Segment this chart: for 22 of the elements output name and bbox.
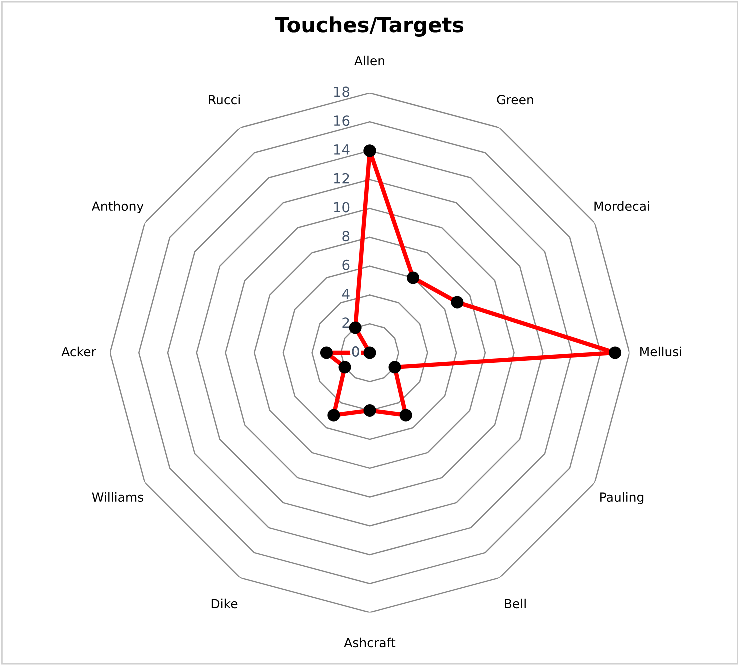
y-tick-label: 8 xyxy=(342,231,350,242)
y-tick-label: 12 xyxy=(334,173,350,184)
y-tick-label: 14 xyxy=(334,144,350,155)
spoke-label: Dike xyxy=(212,598,238,609)
y-tick-label: 10 xyxy=(334,202,350,213)
spoke-label: Acker xyxy=(62,346,96,357)
chart-title: Touches/Targets xyxy=(276,16,464,37)
y-tick-label: 6 xyxy=(342,260,350,270)
spoke-label: Williams xyxy=(92,492,144,502)
spoke-label: Ashcraft xyxy=(344,638,396,648)
spoke-label: Bell xyxy=(505,598,526,609)
y-tick-label: 2 xyxy=(342,318,350,328)
spoke-label: Green xyxy=(497,95,534,105)
y-tick-label: 18 xyxy=(334,86,350,98)
spoke-label: Pauling xyxy=(600,492,644,505)
spoke-label: Mellusi xyxy=(640,346,682,357)
y-tick-label: 4 xyxy=(342,288,350,300)
spoke-label: Anthony xyxy=(92,201,144,214)
spoke-label: Allen xyxy=(354,56,384,66)
y-tick-label: 16 xyxy=(334,116,350,126)
spoke-label: Rucci xyxy=(209,94,240,105)
spoke-label: Mordecai xyxy=(594,201,650,212)
